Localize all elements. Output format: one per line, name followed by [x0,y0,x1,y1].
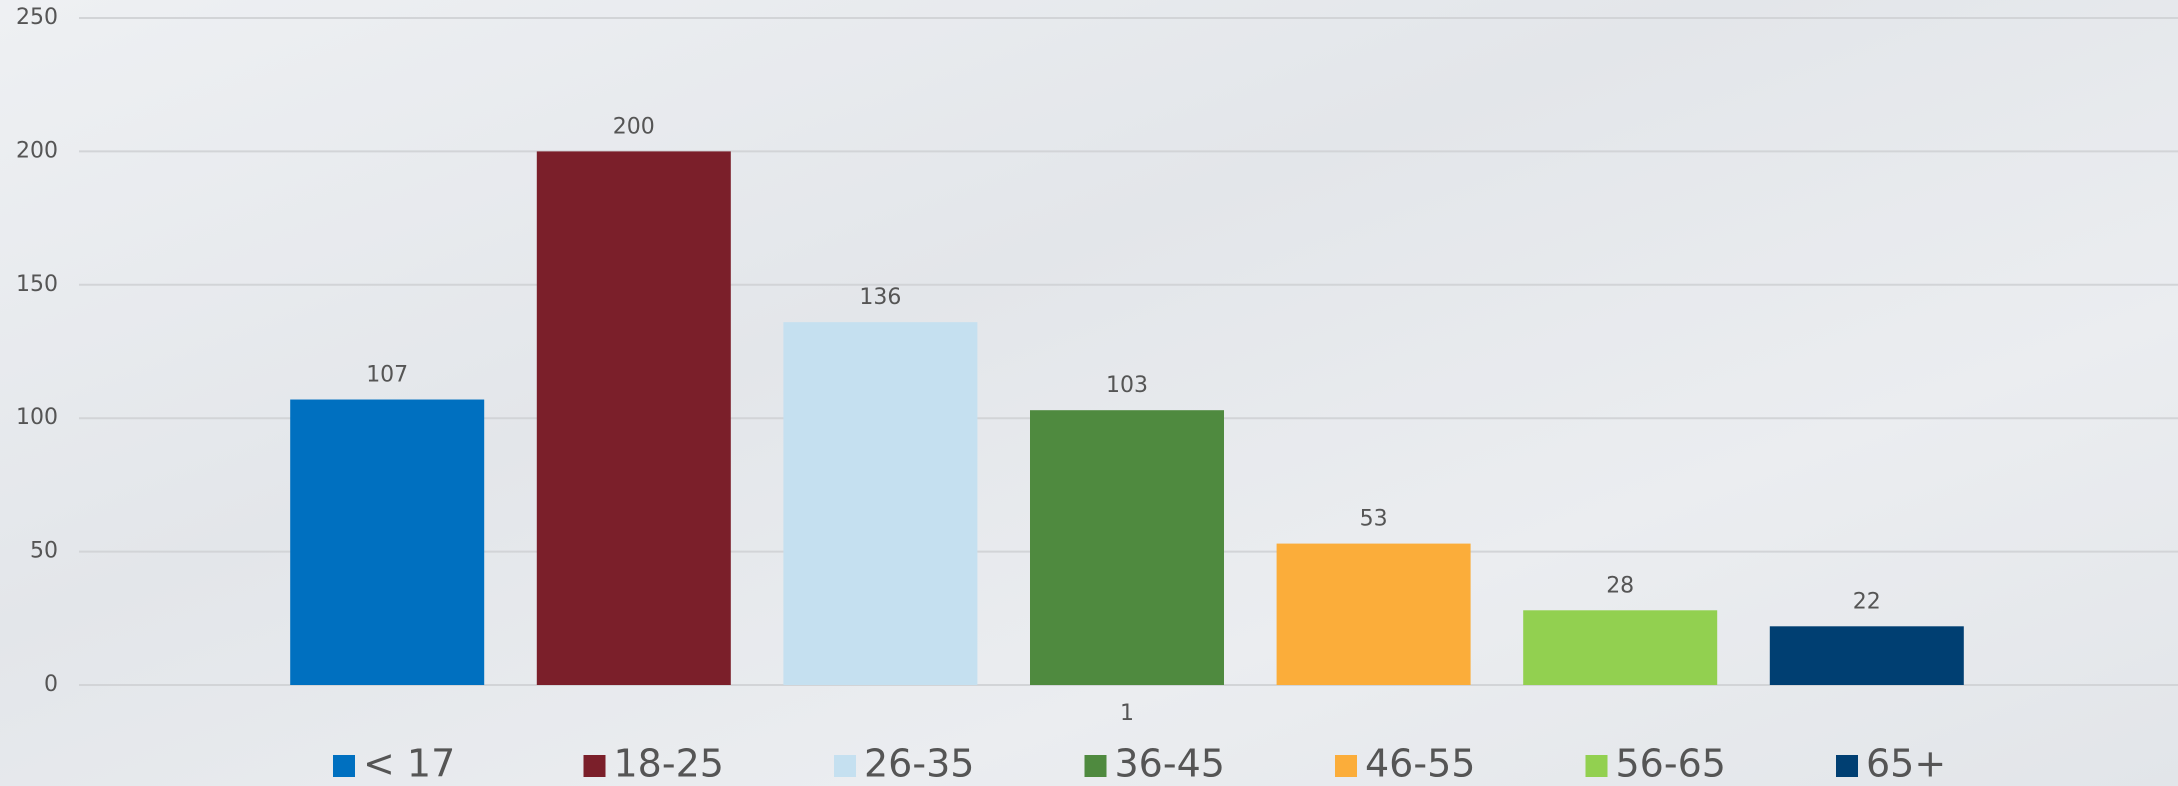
legend-swatch [1085,755,1107,777]
y-tick-label: 0 [44,672,58,697]
y-tick-label: 250 [16,5,58,30]
data-label: 136 [859,285,901,310]
chart: 0 50 100 150 200 250 1 107 200 136 103 53 28 22 < 17 18… [0,0,2178,786]
legend-swatch [333,755,355,777]
y-tick-label: 100 [16,405,58,430]
bar [290,400,484,685]
x-tick-label: 1 [1120,701,1134,726]
bar [1030,410,1224,685]
bar [537,151,731,685]
y-tick-label: 200 [16,138,58,163]
y-tick-label: 150 [16,272,58,297]
bar [1770,626,1964,685]
legend-swatch [1836,755,1858,777]
legend-label: 18-25 [614,742,724,786]
legend-label: 65+ [1866,742,1946,786]
legend-label: 56-65 [1616,742,1726,786]
legend-label: 46-55 [1365,742,1475,786]
y-tick-label: 50 [30,539,58,564]
data-label: 22 [1853,589,1881,614]
legend-swatch [1586,755,1608,777]
data-label: 103 [1106,373,1148,398]
data-label: 107 [366,363,408,388]
bar [783,322,977,685]
bar [1277,544,1471,685]
data-label: 53 [1360,507,1388,532]
legend-label: < 17 [363,742,455,786]
data-label: 200 [613,114,655,139]
legend-swatch [834,755,856,777]
legend-label: 26-35 [864,742,974,786]
bar [1523,610,1717,685]
legend-swatch [584,755,606,777]
legend-label: 36-45 [1115,742,1225,786]
legend-swatch [1335,755,1357,777]
data-label: 28 [1606,573,1634,598]
